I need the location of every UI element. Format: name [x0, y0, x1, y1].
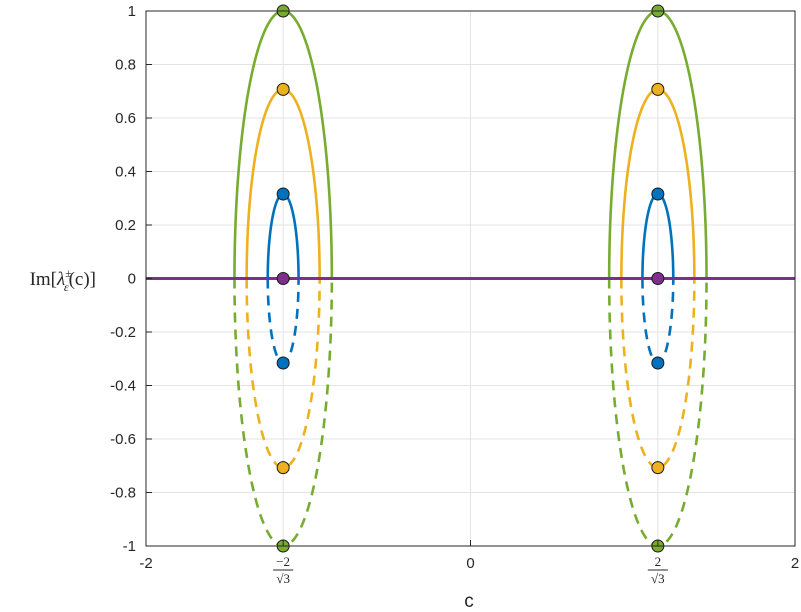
data-point-marker: [651, 461, 665, 475]
data-point-marker: [276, 461, 290, 475]
x-tick-label-denominator: √3: [276, 571, 290, 586]
x-tick-label-denominator: √3: [651, 571, 665, 586]
data-point-marker: [276, 82, 290, 96]
y-tick-label: -0.2: [110, 324, 136, 341]
data-point-marker: [276, 356, 290, 370]
y-tick-label: 0: [128, 271, 136, 288]
y-tick-label: 0.6: [115, 110, 136, 127]
y-tick-label: -1: [123, 538, 136, 555]
data-point-marker: [651, 356, 665, 370]
data-point-marker: [651, 187, 665, 201]
y-tick-label: -0.6: [110, 431, 136, 448]
y-tick-label: 1: [128, 3, 136, 20]
x-tick-label: -2: [139, 555, 152, 572]
y-ticks: 1 0.8 0.6 0.4 0.2 0 -0.2 -0.4 -0.6 -0.8 -1: [110, 3, 152, 555]
x-axis-label: c: [464, 591, 474, 612]
x-tick-label: 2: [791, 555, 799, 572]
x-tick-label-numerator: 2: [655, 554, 662, 569]
y-tick-label: 0.2: [115, 217, 136, 234]
data-point-marker: [651, 272, 665, 285]
data-point-marker: [276, 272, 290, 285]
y-tick-label: 0.8: [115, 57, 136, 74]
lower-branch-curve: [620, 278, 696, 469]
y-tick-label: -0.8: [110, 485, 136, 502]
y-axis-label: Im[λ± ε(c)]: [30, 266, 96, 294]
lower-branch-curve: [245, 278, 321, 469]
x-tick-label-numerator: −2: [276, 554, 290, 569]
y-tick-label: 0.4: [115, 164, 136, 181]
x-ticks: -2 −2 √3 0 2 √3 2: [139, 540, 799, 586]
y-tick-label: -0.4: [110, 378, 136, 395]
x-tick-label: 0: [466, 555, 474, 572]
data-point-marker: [276, 187, 290, 201]
data-point-marker: [651, 82, 665, 96]
